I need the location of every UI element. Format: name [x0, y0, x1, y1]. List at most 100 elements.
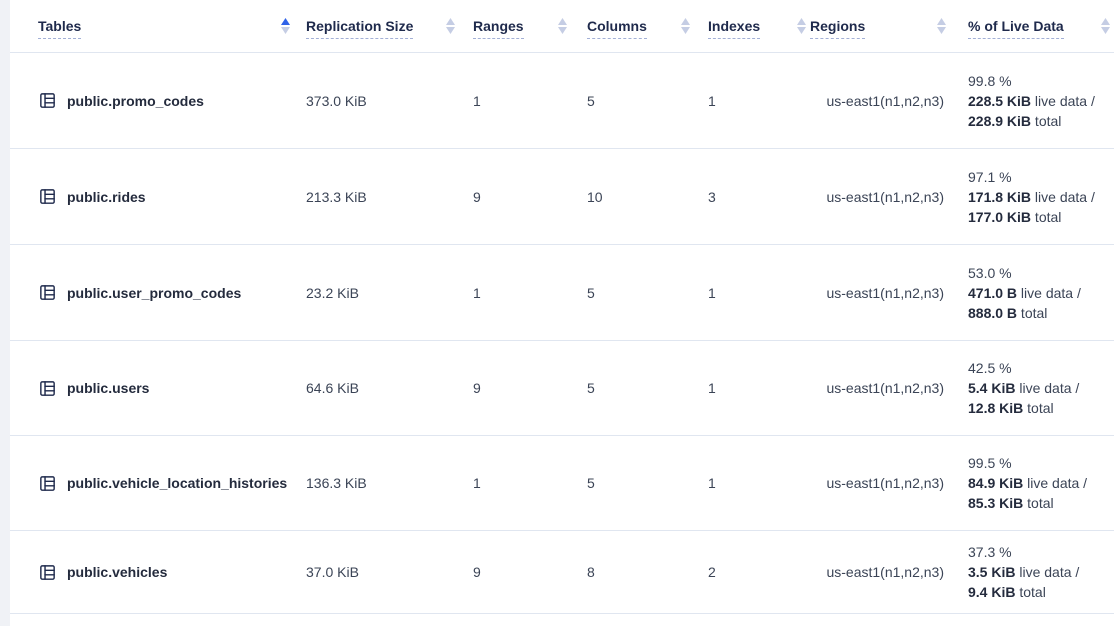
- tables-list-panel: Tables Replication Size Ranges Columns I…: [10, 0, 1114, 626]
- sort-arrows: [446, 18, 455, 34]
- sort-asc-icon: [681, 18, 690, 25]
- live-data-cell: 53.0 % 471.0 B live data / 888.0 B total: [952, 263, 1114, 323]
- live-data-percent: 97.1 %: [968, 168, 1012, 185]
- live-data-percent: 99.5 %: [968, 455, 1012, 471]
- live-data-cell: 99.8 % 228.5 KiB live data / 228.9 KiB t…: [952, 71, 1114, 131]
- sort-desc-icon: [446, 27, 455, 34]
- regions-cell: us-east1(n1,n2,n3): [826, 564, 944, 580]
- column-header-tables[interactable]: Tables: [10, 0, 290, 52]
- table-row[interactable]: public.vehicle_location_histories 136.3 …: [10, 436, 1114, 531]
- table-name-link[interactable]: public.rides: [67, 188, 146, 205]
- live-data-size: 84.9 KiB live data /: [968, 475, 1088, 491]
- table-header-row: Tables Replication Size Ranges Columns I…: [10, 0, 1114, 53]
- indexes-cell: 1: [708, 92, 716, 109]
- live-data-cell: 37.3 % 3.5 KiB live data / 9.4 KiB total: [952, 542, 1114, 602]
- column-header-indexes[interactable]: Indexes: [690, 0, 806, 52]
- column-header-replication-size[interactable]: Replication Size: [290, 0, 455, 52]
- live-data-cell: 99.5 % 84.9 KiB live data / 85.3 KiB tot…: [952, 453, 1114, 513]
- sort-arrows: [797, 18, 806, 34]
- total-data-size: 228.9 KiB total: [968, 112, 1062, 129]
- table-name-cell: public.vehicle_location_histories: [10, 474, 290, 493]
- total-data-size: 12.8 KiB total: [968, 400, 1054, 416]
- live-data-percent: 99.8 %: [968, 72, 1012, 89]
- replication-size-cell: 37.0 KiB: [306, 564, 359, 580]
- sort-desc-icon: [558, 27, 567, 34]
- table-name-link[interactable]: public.vehicle_location_histories: [67, 475, 288, 491]
- sort-desc-icon: [797, 27, 806, 34]
- columns-cell: 8: [587, 564, 595, 580]
- columns-cell: 5: [587, 92, 595, 109]
- column-header-columns[interactable]: Columns: [567, 0, 690, 52]
- table-row[interactable]: public.user_promo_codes 23.2 KiB 1 5 1 u…: [10, 245, 1114, 341]
- ranges-cell: 1: [473, 475, 481, 491]
- sort-arrows: [558, 18, 567, 34]
- table-name-cell: public.vehicles: [10, 563, 290, 582]
- sort-desc-icon: [1101, 27, 1110, 34]
- regions-cell: us-east1(n1,n2,n3): [826, 475, 944, 491]
- total-data-size: 177.0 KiB total: [968, 208, 1062, 225]
- table-icon: [38, 563, 57, 582]
- sort-arrows: [1101, 18, 1110, 34]
- total-data-size: 888.0 B total: [968, 304, 1048, 321]
- live-data-size: 471.0 B live data /: [968, 284, 1081, 301]
- live-data-size: 171.8 KiB live data /: [968, 188, 1095, 205]
- regions-cell: us-east1(n1,n2,n3): [826, 284, 944, 301]
- table-row[interactable]: public.promo_codes 373.0 KiB 1 5 1 us-ea…: [10, 53, 1114, 149]
- sort-asc-icon: [281, 18, 290, 25]
- ranges-cell: 1: [473, 92, 481, 109]
- column-header-regions[interactable]: Regions: [806, 0, 952, 52]
- columns-cell: 5: [587, 380, 595, 396]
- table-name-cell: public.promo_codes: [10, 91, 290, 110]
- live-data-percent: 53.0 %: [968, 264, 1012, 281]
- columns-cell: 5: [587, 475, 595, 491]
- table-body: public.promo_codes 373.0 KiB 1 5 1 us-ea…: [10, 53, 1114, 614]
- replication-size-cell: 64.6 KiB: [306, 380, 359, 396]
- live-data-size: 3.5 KiB live data /: [968, 564, 1080, 580]
- regions-cell: us-east1(n1,n2,n3): [826, 92, 944, 109]
- ranges-cell: 9: [473, 188, 481, 205]
- table-row[interactable]: public.users 64.6 KiB 9 5 1 us-east1(n1,…: [10, 341, 1114, 436]
- table-row[interactable]: public.vehicles 37.0 KiB 9 8 2 us-east1(…: [10, 531, 1114, 614]
- column-header-live-data[interactable]: % of Live Data: [952, 0, 1114, 52]
- columns-cell: 10: [587, 188, 603, 205]
- indexes-cell: 1: [708, 475, 716, 491]
- replication-size-cell: 373.0 KiB: [306, 92, 367, 109]
- live-data-size: 228.5 KiB live data /: [968, 92, 1095, 109]
- ranges-cell: 1: [473, 284, 481, 301]
- sort-desc-icon: [281, 27, 290, 34]
- live-data-cell: 42.5 % 5.4 KiB live data / 12.8 KiB tota…: [952, 358, 1114, 418]
- ranges-cell: 9: [473, 564, 481, 580]
- table-name-link[interactable]: public.users: [67, 380, 150, 396]
- sort-arrows: [681, 18, 690, 34]
- table-row[interactable]: public.rides 213.3 KiB 9 10 3 us-east1(n…: [10, 149, 1114, 245]
- table-icon: [38, 474, 57, 493]
- sort-asc-icon: [558, 18, 567, 25]
- column-header-ranges[interactable]: Ranges: [455, 0, 567, 52]
- table-name-cell: public.rides: [10, 187, 290, 206]
- table-name-cell: public.user_promo_codes: [10, 283, 290, 302]
- sort-arrows: [937, 18, 946, 34]
- replication-size-cell: 136.3 KiB: [306, 475, 367, 491]
- indexes-cell: 2: [708, 564, 716, 580]
- indexes-cell: 3: [708, 188, 716, 205]
- table-name-link[interactable]: public.user_promo_codes: [67, 284, 242, 301]
- table-icon: [38, 187, 57, 206]
- live-data-cell: 97.1 % 171.8 KiB live data / 177.0 KiB t…: [952, 167, 1114, 227]
- replication-size-cell: 213.3 KiB: [306, 188, 367, 205]
- columns-cell: 5: [587, 284, 595, 301]
- total-data-size: 9.4 KiB total: [968, 584, 1046, 600]
- sort-desc-icon: [681, 27, 690, 34]
- live-data-percent: 37.3 %: [968, 544, 1012, 560]
- sort-desc-icon: [937, 27, 946, 34]
- sort-asc-icon: [937, 18, 946, 25]
- sort-asc-icon: [797, 18, 806, 25]
- table-name-link[interactable]: public.vehicles: [67, 564, 168, 580]
- table-name-cell: public.users: [10, 379, 290, 398]
- indexes-cell: 1: [708, 380, 716, 396]
- indexes-cell: 1: [708, 284, 716, 301]
- table-name-link[interactable]: public.promo_codes: [67, 92, 204, 109]
- sort-asc-icon: [1101, 18, 1110, 25]
- live-data-size: 5.4 KiB live data /: [968, 380, 1080, 396]
- ranges-cell: 9: [473, 380, 481, 396]
- regions-cell: us-east1(n1,n2,n3): [826, 188, 944, 205]
